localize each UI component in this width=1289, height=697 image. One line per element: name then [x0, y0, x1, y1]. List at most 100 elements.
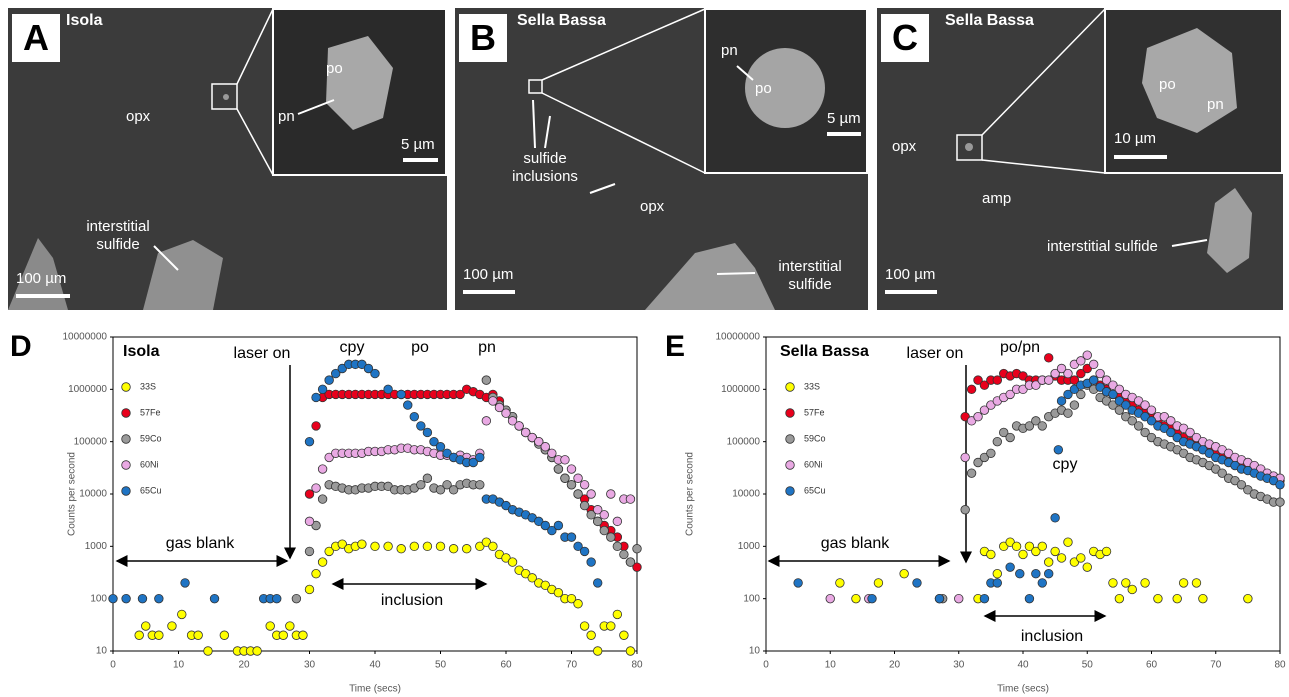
legend-marker: [786, 409, 795, 418]
data-point: [574, 599, 583, 608]
legend-marker: [122, 383, 131, 392]
data-point: [204, 647, 213, 656]
inset-label: pn: [721, 42, 738, 60]
x-tick-label: 20: [238, 660, 250, 671]
data-point: [318, 465, 327, 474]
data-point: [1064, 369, 1073, 378]
data-point: [436, 442, 445, 451]
data-point: [993, 376, 1002, 385]
data-point: [279, 631, 288, 640]
data-point: [993, 437, 1002, 446]
panel-letter: E: [665, 330, 685, 363]
data-point: [489, 542, 498, 551]
inset-label: pn: [278, 108, 295, 126]
x-axis-label: Time (secs): [349, 684, 401, 695]
x-tick-label: 80: [631, 660, 643, 671]
x-tick-label: 0: [763, 660, 769, 671]
mineral-label: interstitial sulfide: [63, 218, 173, 254]
legend-marker: [122, 461, 131, 470]
data-point: [423, 428, 432, 437]
scale-label: 100 µm: [16, 270, 66, 288]
mineral-label: amp: [982, 190, 1011, 208]
data-point: [299, 631, 308, 640]
y-tick-label: 100000: [727, 436, 761, 447]
data-point: [1154, 594, 1163, 603]
mineral-label: interstitial sulfide: [755, 258, 865, 294]
data-point: [417, 422, 426, 431]
x-tick-label: 30: [304, 660, 316, 671]
chart-title: Isola: [123, 343, 160, 360]
data-point: [312, 393, 321, 402]
data-point: [561, 456, 570, 465]
data-point: [318, 385, 327, 394]
data-point: [580, 622, 589, 631]
data-point: [954, 594, 963, 603]
y-axis-label: Counts per second: [67, 452, 78, 536]
mineral-label: interstitial sulfide: [1047, 238, 1158, 256]
data-point: [384, 385, 393, 394]
data-point: [1064, 538, 1073, 547]
data-point: [141, 622, 150, 631]
data-point: [913, 579, 922, 588]
data-point: [1006, 433, 1015, 442]
scale-label: 100 µm: [463, 266, 513, 284]
data-point: [515, 422, 524, 431]
x-tick-label: 40: [1017, 660, 1029, 671]
data-point: [305, 517, 314, 526]
data-point: [1115, 594, 1124, 603]
data-point: [1019, 550, 1028, 559]
data-point: [410, 542, 419, 551]
x-tick-label: 50: [435, 660, 447, 671]
data-point: [852, 594, 861, 603]
data-point: [109, 594, 118, 603]
data-point: [1192, 579, 1201, 588]
micrograph-a: A Isola opx interstitial sulfide po pn 5…: [8, 8, 447, 310]
data-point: [1173, 594, 1182, 603]
chart-d: D Isola laser on cpy po pn gas blank inc…: [0, 318, 645, 697]
data-point: [312, 569, 321, 578]
scale-label: 5 µm: [827, 110, 861, 128]
data-point: [1044, 569, 1053, 578]
x-tick-label: 70: [566, 660, 578, 671]
panel-letter: A: [12, 14, 60, 62]
data-point: [482, 417, 491, 426]
y-tick-label: 10000000: [63, 332, 108, 343]
data-point: [1006, 563, 1015, 572]
data-point: [1102, 547, 1111, 556]
legend-label: 59Co: [140, 433, 162, 443]
data-point: [1109, 579, 1118, 588]
data-point: [1044, 376, 1053, 385]
data-point: [476, 453, 485, 462]
annotation: po/pn: [1000, 339, 1040, 356]
data-point: [1038, 579, 1047, 588]
data-point: [574, 490, 583, 499]
y-tick-label: 100000: [74, 436, 108, 447]
data-point: [967, 385, 976, 394]
annotation: laser on: [234, 345, 291, 362]
data-point: [633, 544, 642, 553]
legend-marker: [786, 487, 795, 496]
data-point: [593, 579, 602, 588]
legend-label: 33S: [804, 381, 820, 391]
data-point: [1083, 351, 1092, 360]
data-point: [177, 610, 186, 619]
data-point: [1044, 558, 1053, 567]
annotation: po: [411, 339, 429, 356]
legend-label: 57Fe: [804, 407, 825, 417]
data-point: [1057, 554, 1066, 563]
data-point: [593, 647, 602, 656]
data-point: [489, 397, 498, 406]
legend-label: 60Ni: [804, 459, 823, 469]
data-point: [1147, 406, 1156, 415]
data-point: [974, 412, 983, 421]
data-point: [253, 647, 262, 656]
data-point: [286, 622, 295, 631]
data-point: [794, 579, 803, 588]
data-point: [580, 480, 589, 489]
inset-label: po: [755, 80, 772, 98]
legend-marker: [786, 435, 795, 444]
data-point: [620, 631, 629, 640]
chart-e: E Sella Bassa laser on po/pn cpy gas bla…: [645, 318, 1289, 697]
data-point: [600, 511, 609, 520]
data-point: [626, 647, 635, 656]
